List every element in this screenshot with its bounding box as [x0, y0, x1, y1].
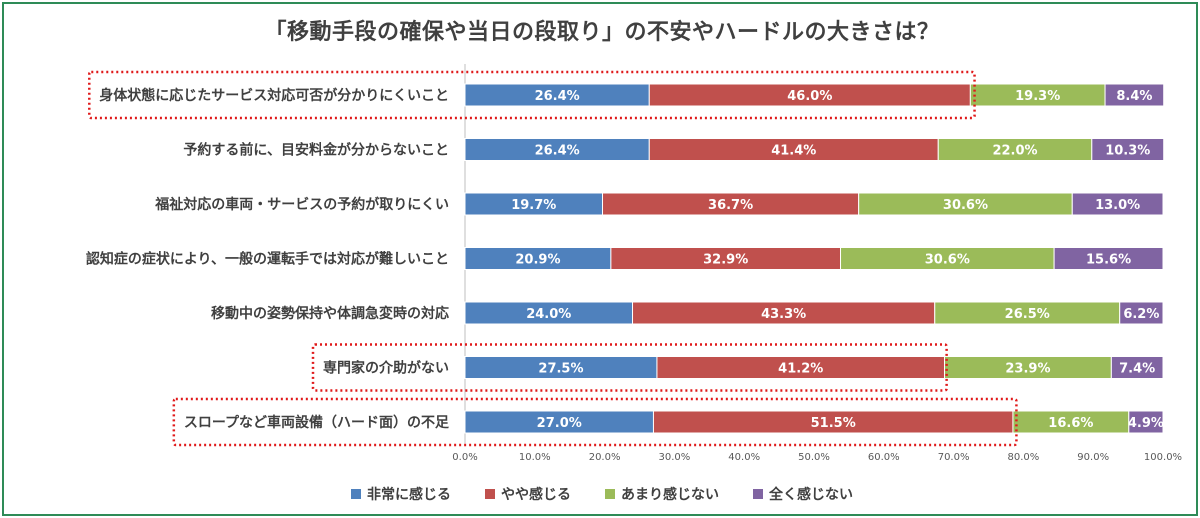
- x-tick-label: 20.0%: [589, 452, 621, 463]
- data-label: 20.9%: [515, 253, 560, 268]
- data-label: 36.7%: [708, 198, 753, 213]
- data-label: 41.2%: [778, 362, 823, 377]
- legend-item: やや感じる: [485, 484, 571, 504]
- data-label: 27.0%: [537, 416, 582, 431]
- highlight-box: [88, 70, 976, 120]
- data-label: 51.5%: [811, 416, 856, 431]
- data-label: 15.6%: [1086, 253, 1131, 268]
- data-label: 22.0%: [992, 144, 1037, 159]
- legend-swatch: [485, 489, 495, 499]
- data-label: 26.4%: [535, 89, 580, 104]
- x-tick-label: 60.0%: [868, 452, 900, 463]
- chart-legend: 非常に感じる やや感じる あまり感じない 全く感じない: [4, 484, 1200, 504]
- data-label: 30.6%: [925, 253, 970, 268]
- data-label: 24.0%: [526, 307, 571, 322]
- bar-segment: [1128, 410, 1164, 434]
- highlight-box: [311, 343, 948, 392]
- data-label: 27.5%: [538, 362, 583, 377]
- legend-swatch: [605, 489, 615, 499]
- x-tick-label: 40.0%: [728, 452, 760, 463]
- legend-swatch: [753, 489, 763, 499]
- category-label: 身体状態に応じたサービス対応可否が分かりにくいこと: [99, 87, 449, 104]
- data-label: 4.9%: [1128, 416, 1164, 431]
- category-label: 専門家の介助がない: [323, 360, 449, 377]
- x-tick-label: 100.0%: [1144, 452, 1182, 463]
- bar-segment: [1053, 247, 1164, 270]
- bar-segment: [1071, 192, 1164, 216]
- chart-title: 「移動手段の確保や当日の段取り」の不安やハードルの大きさは？: [264, 20, 940, 45]
- highlight-box: [172, 397, 1018, 447]
- category-label: スロープなど車両設備（ハード面）の不足: [184, 414, 450, 431]
- legend-label: あまり感じない: [621, 487, 719, 503]
- data-label: 6.2%: [1123, 307, 1159, 322]
- category-label: 認知症の症状により、一般の運転手では対応が難しいこと: [86, 251, 449, 268]
- x-tick-label: 10.0%: [519, 452, 551, 463]
- bar-segment: [1110, 356, 1164, 379]
- data-label: 30.6%: [943, 198, 988, 213]
- data-label: 7.4%: [1119, 362, 1155, 377]
- x-tick-label: 0.0%: [452, 452, 477, 463]
- category-label: 移動中の姿勢保持や体調急変時の対応: [211, 305, 449, 322]
- x-tick-label: 30.0%: [659, 452, 691, 463]
- category-label: 福祉対応の車両・サービスの予約が取りにくい: [154, 196, 449, 213]
- stacked-bar-chart: 身体状態に応じたサービス対応可否が分かりにくいこと 26.4% 46.0% 19.3%…: [86, 64, 1182, 463]
- data-label: 23.9%: [1005, 362, 1050, 377]
- legend-item: 全く感じない: [753, 484, 853, 504]
- x-tick-label: 50.0%: [798, 452, 830, 463]
- data-label: 26.4%: [535, 144, 580, 159]
- x-tick-label: 90.0%: [1077, 452, 1109, 463]
- data-label: 16.6%: [1048, 416, 1093, 431]
- legend-swatch: [351, 489, 361, 499]
- legend-label: 非常に感じる: [367, 487, 451, 503]
- data-label: 8.4%: [1116, 89, 1152, 104]
- x-tick-label: 80.0%: [1008, 452, 1040, 463]
- category-label: 予約する前に、目安料金が分からないこと: [183, 142, 449, 159]
- data-label: 19.3%: [1015, 89, 1060, 104]
- data-label: 26.5%: [1005, 307, 1050, 322]
- legend-label: やや感じる: [501, 487, 571, 503]
- data-label: 41.4%: [771, 144, 816, 159]
- data-label: 32.9%: [703, 253, 748, 268]
- data-label: 19.7%: [511, 198, 556, 213]
- data-label: 43.3%: [761, 307, 806, 322]
- legend-label: 全く感じない: [769, 487, 853, 503]
- data-label: 46.0%: [787, 89, 832, 104]
- x-tick-label: 70.0%: [938, 452, 970, 463]
- bar-segment: [1104, 83, 1165, 107]
- data-label: 13.0%: [1095, 198, 1140, 213]
- legend-item: 非常に感じる: [351, 484, 451, 504]
- legend-item: あまり感じない: [605, 484, 719, 504]
- data-label: 10.3%: [1105, 144, 1150, 159]
- bar-segment: [1091, 138, 1165, 161]
- bar-segment: [1119, 301, 1164, 325]
